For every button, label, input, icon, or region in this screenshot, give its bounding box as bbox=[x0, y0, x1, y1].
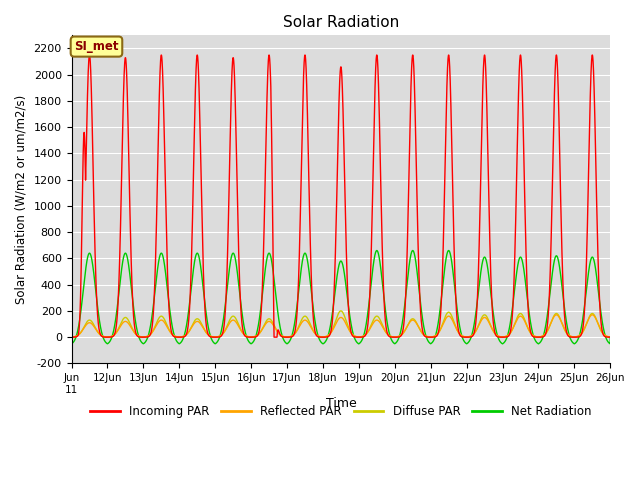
Reflected PAR bbox=[607, 334, 614, 340]
Diffuse PAR bbox=[183, 332, 191, 337]
Reflected PAR bbox=[183, 331, 191, 337]
Diffuse PAR bbox=[177, 334, 185, 340]
Net Radiation bbox=[605, 339, 612, 345]
Incoming PAR bbox=[605, 334, 612, 340]
Reflected PAR bbox=[605, 334, 612, 339]
Incoming PAR bbox=[270, 334, 278, 340]
Diffuse PAR bbox=[337, 308, 345, 314]
Line: Reflected PAR: Reflected PAR bbox=[72, 315, 611, 337]
Net Radiation bbox=[177, 339, 185, 345]
Incoming PAR bbox=[415, 280, 423, 286]
Text: SI_met: SI_met bbox=[74, 40, 119, 53]
Reflected PAR bbox=[68, 334, 76, 340]
Reflected PAR bbox=[492, 331, 499, 337]
Net Radiation bbox=[355, 341, 363, 347]
Title: Solar Radiation: Solar Radiation bbox=[283, 15, 399, 30]
Incoming PAR bbox=[68, 334, 76, 340]
Net Radiation bbox=[269, 269, 277, 275]
Reflected PAR bbox=[269, 322, 277, 328]
Line: Diffuse PAR: Diffuse PAR bbox=[72, 311, 611, 337]
Diffuse PAR bbox=[68, 334, 76, 340]
Reflected PAR bbox=[177, 334, 185, 340]
Diffuse PAR bbox=[605, 334, 612, 340]
Diffuse PAR bbox=[607, 334, 614, 340]
Net Radiation bbox=[415, 288, 423, 294]
Incoming PAR bbox=[492, 332, 500, 338]
Reflected PAR bbox=[588, 312, 596, 318]
Net Radiation bbox=[607, 334, 614, 340]
Legend: Incoming PAR, Reflected PAR, Diffuse PAR, Net Radiation: Incoming PAR, Reflected PAR, Diffuse PAR… bbox=[85, 401, 596, 423]
Incoming PAR bbox=[86, 52, 93, 58]
Incoming PAR bbox=[177, 334, 185, 340]
Incoming PAR bbox=[607, 334, 614, 340]
Incoming PAR bbox=[183, 330, 191, 336]
Net Radiation bbox=[183, 321, 191, 327]
Net Radiation bbox=[68, 341, 76, 347]
Line: Net Radiation: Net Radiation bbox=[72, 251, 611, 344]
Line: Incoming PAR: Incoming PAR bbox=[72, 55, 611, 337]
Y-axis label: Solar Radiation (W/m2 or um/m2/s): Solar Radiation (W/m2 or um/m2/s) bbox=[15, 95, 28, 304]
Net Radiation bbox=[445, 248, 452, 253]
Diffuse PAR bbox=[269, 321, 277, 326]
Net Radiation bbox=[492, 326, 500, 332]
Diffuse PAR bbox=[492, 332, 499, 337]
Incoming PAR bbox=[269, 275, 277, 281]
Reflected PAR bbox=[415, 325, 423, 331]
Diffuse PAR bbox=[415, 325, 423, 331]
X-axis label: Time: Time bbox=[326, 397, 356, 410]
